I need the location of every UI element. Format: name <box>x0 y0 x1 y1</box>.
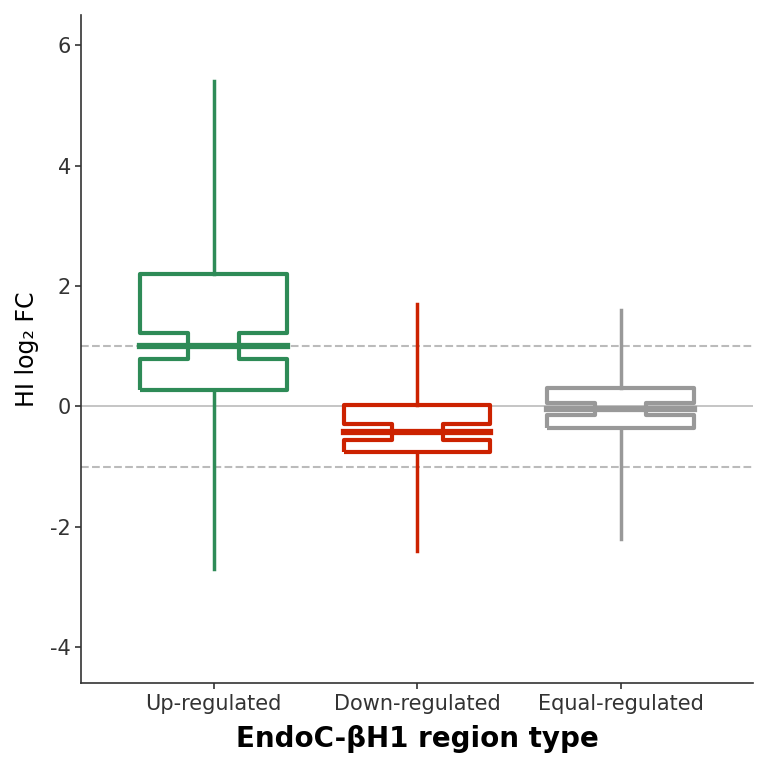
Y-axis label: HI log₂ FC: HI log₂ FC <box>15 292 39 407</box>
X-axis label: EndoC-βH1 region type: EndoC-βH1 region type <box>236 725 598 753</box>
